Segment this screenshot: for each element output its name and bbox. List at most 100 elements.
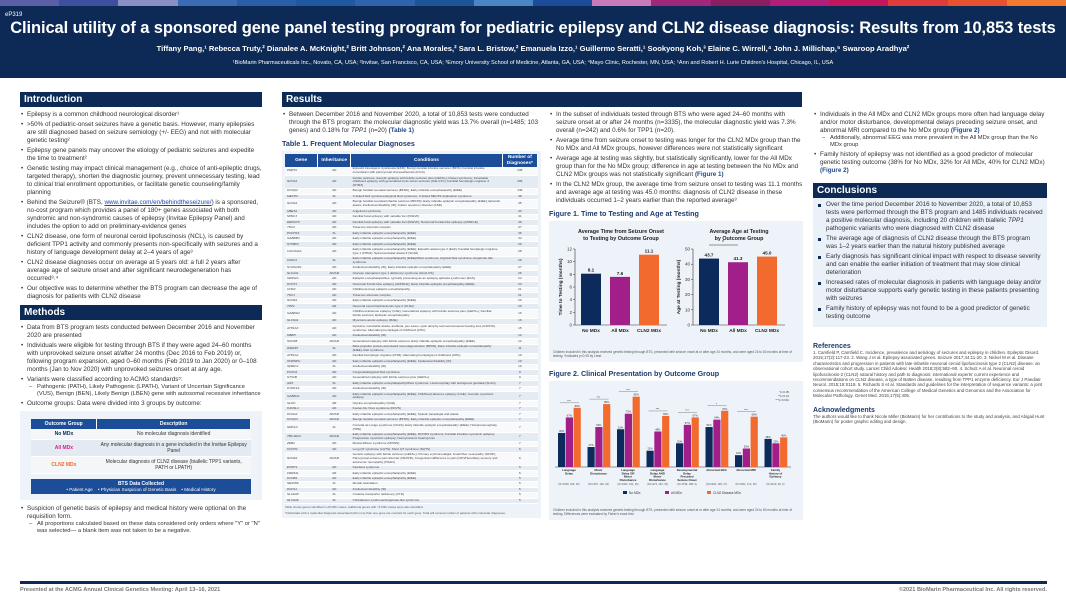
cell-conditions: Febrile seizures, Genetic epilepsy with … xyxy=(350,175,503,190)
cell-count: 28 xyxy=(502,247,538,257)
table1-caption: Table 1. Frequent Molecular Diagnoses xyxy=(282,139,415,148)
cell-gene: SLC9A6 xyxy=(285,498,318,505)
cell-count: 7 xyxy=(502,406,538,413)
table-row: TBC1D24 AD/AR Early infantile epileptic en… xyxy=(285,432,538,442)
cell-gene: GABRB3 xyxy=(285,236,318,243)
cell-count: 10 xyxy=(502,364,538,371)
data-label: 54% xyxy=(596,423,602,427)
cell-gene: DEPDC5 xyxy=(285,220,318,226)
bar-all-mdx xyxy=(683,424,691,467)
cell-conditions: Epileptic encephalopathies, typically pr… xyxy=(350,276,503,283)
cell-count: 6 xyxy=(502,447,538,453)
legend-label: No MDx xyxy=(629,491,641,495)
table-row: All MDx Any molecular diagnosis in a gene… xyxy=(31,439,251,457)
cell-conditions: Early infantile epileptic encephalopathy… xyxy=(350,432,503,442)
table-row: FRRS1L AR Early infantile epileptic enceph… xyxy=(285,471,538,477)
bar-no-mdx xyxy=(705,427,713,467)
references-heading: References xyxy=(813,343,851,350)
bar-no-mdx xyxy=(581,273,601,325)
table-row: CHD2 AD Childhood-onset epileptic encephal… xyxy=(285,287,538,294)
text: Behind the Seizure® (BTS, xyxy=(27,199,105,206)
cell-count: 7 xyxy=(502,401,538,408)
cell-conditions: Glycine encephalopathy (GCE) xyxy=(350,401,503,408)
table-row: PRRT2 AD Episodic kinesigenic dyskinesia (… xyxy=(285,167,538,177)
x-tick-label: No MDx xyxy=(700,328,718,334)
cell-gene: TSC2 xyxy=(285,225,318,232)
bar-no-mdx xyxy=(646,450,654,467)
x-tick-label: Disturbance xyxy=(590,471,607,475)
results-bullet: Average age at testing was slightly, but… xyxy=(549,155,803,179)
cell-inheritance: AD xyxy=(317,209,351,215)
bar-no-mdx xyxy=(735,455,743,467)
cell-gene: NEXMIF xyxy=(285,481,318,488)
table-row: CDKL5 XL Early infantile epileptic encepha… xyxy=(285,256,538,267)
data-label: 95% xyxy=(634,393,640,397)
y-tick-label: 4 xyxy=(569,297,572,302)
cell-gene: STX1B xyxy=(285,375,318,382)
methods-bullet: Individuals were eligible for testing th… xyxy=(20,342,262,374)
intro-bullet: >50% of pediatric-onset seizures have a … xyxy=(20,121,262,145)
cell-inheritance: AD/AR xyxy=(317,432,351,442)
n-label: (N=1467, 192, 15) xyxy=(588,482,609,486)
cell-count: 28 xyxy=(502,256,538,267)
poster-header: eP319 Clinical utility of a sponsored ge… xyxy=(0,6,1066,78)
significance-label: *** xyxy=(685,409,689,413)
cell-gene: ZEB2 xyxy=(285,441,318,448)
x-tick-label: Disturbance xyxy=(620,478,637,482)
significance-label: * xyxy=(716,402,718,406)
cell-count: 21 xyxy=(502,293,538,299)
figure2-box: 46% 67% 80% *** Language Delay (N=1048, 195, 1… xyxy=(549,381,803,520)
poster-id: eP319 xyxy=(5,12,23,18)
conclusions-heading: Conclusions xyxy=(813,183,1047,198)
cell-conditions: Familial hemiplegic migraine (FHM); Alte… xyxy=(350,353,503,360)
cell-conditions: Long QT syndrome (LQTS); Short QT syndro… xyxy=(350,447,503,453)
table-row: WDR45 XL Beta-propeller protein-associated… xyxy=(285,344,538,354)
table-row: CACNA1A AD Early infantile epileptic encep… xyxy=(285,247,538,257)
data-label: 38% xyxy=(765,435,771,439)
x-tick-label: History of xyxy=(769,471,783,475)
cell-gene: KCNQ2 xyxy=(285,188,318,195)
cell-inheritance: AD xyxy=(317,318,351,325)
table-row: IQSEC2 XL Intellectual disability (ID) 10 xyxy=(285,364,538,371)
stripe-segment xyxy=(59,0,119,6)
cell-inheritance: AD xyxy=(317,265,351,272)
cell-gene: KANSL1 xyxy=(285,406,318,413)
table-row: SCN8A AD Early infantile epileptic encepha… xyxy=(285,298,538,305)
cell-count: 41 xyxy=(502,214,538,221)
cell-conditions: Generalized epilepsy with febrile seizur… xyxy=(350,375,503,382)
cell-conditions: Mowat-Wilson syndrome (MOWS) xyxy=(350,441,503,448)
group-desc: Any molecular diagnosis in a gene includ… xyxy=(96,439,251,457)
x-tick-label: Motor xyxy=(594,468,603,472)
data-label: 85% xyxy=(604,400,610,404)
bar-no-mdx xyxy=(699,258,719,325)
bts-title: BTS Data Collected xyxy=(117,481,165,487)
methods-bullet: Variants were classified according to AC… xyxy=(20,376,262,398)
table-row: GABRG2 AD Childhood absence epilepsy (CAE)… xyxy=(285,309,538,320)
cell-inheritance: AD xyxy=(317,175,351,190)
cell-gene: SLC6A1 xyxy=(285,318,318,325)
x-tick-label: Motor xyxy=(653,475,662,479)
cell-conditions: Early infantile epileptic encephalopathy… xyxy=(350,242,503,248)
table-row: DEPDC5 AD Familial focal epilepsy with var… xyxy=(285,220,538,226)
cell-count: 11 xyxy=(502,344,538,354)
cell-count: 5 xyxy=(502,492,538,499)
cell-inheritance: AR xyxy=(317,304,351,310)
cell-inheritance: AD xyxy=(317,370,351,376)
group-no-mdx: No MDx xyxy=(31,429,97,440)
cell-inheritance: AD/AR xyxy=(317,412,351,418)
table-row: EHMT1 AD Kleefstra syndrome 5 xyxy=(285,465,538,472)
cell-conditions: Intellectual disability (ID) xyxy=(350,487,503,494)
chart-title-line: Average Age at Testing xyxy=(709,229,768,235)
text: Variants were classified according to AC… xyxy=(27,376,183,383)
table-row: KCNB1 AD Early infantile epileptic encepha… xyxy=(285,476,538,483)
cell-gene: MECP2 xyxy=(285,194,318,201)
figure-ref: (Figure 1) xyxy=(694,171,724,178)
bts-data-collected: BTS Data Collected • Patient Age • Physi… xyxy=(31,479,251,494)
cell-count: 16 xyxy=(502,318,538,325)
group-all-mdx: All MDx xyxy=(31,439,97,457)
cell-count: 19 xyxy=(502,309,538,320)
cell-count: 45 xyxy=(502,199,538,210)
bar-cln2-mdx xyxy=(639,254,659,325)
cell-gene: TPP1 xyxy=(285,304,318,310)
bts-link[interactable]: www.invitae.com/en/behindtheseizure/ xyxy=(104,199,212,206)
